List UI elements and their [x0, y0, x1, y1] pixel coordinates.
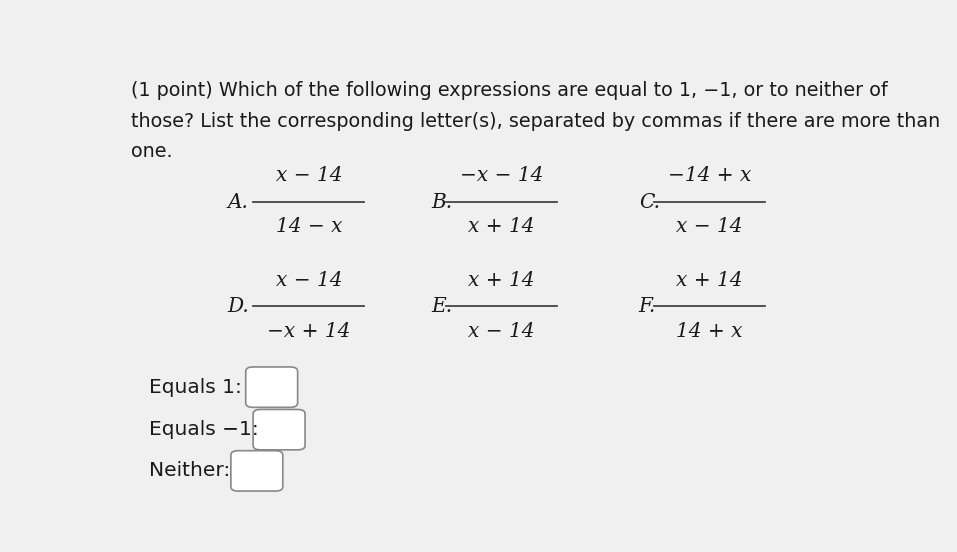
Text: B.: B.	[432, 193, 453, 212]
Text: one.: one.	[131, 142, 172, 161]
Text: −x − 14: −x − 14	[460, 166, 544, 185]
Text: 14 + x: 14 + x	[676, 321, 743, 341]
Text: C.: C.	[639, 193, 659, 212]
Text: D.: D.	[227, 297, 249, 316]
Text: Equals 1:: Equals 1:	[149, 378, 242, 397]
Text: those? List the corresponding letter(s), separated by commas if there are more t: those? List the corresponding letter(s),…	[131, 112, 940, 131]
Text: A.: A.	[227, 193, 248, 212]
Text: x + 14: x + 14	[676, 270, 743, 290]
Text: x − 14: x − 14	[676, 217, 743, 236]
Text: x − 14: x − 14	[468, 321, 535, 341]
Text: −14 + x: −14 + x	[668, 166, 751, 185]
Text: (1 point) Which of the following expressions are equal to 1, −1, or to neither o: (1 point) Which of the following express…	[131, 81, 887, 100]
Text: F.: F.	[639, 297, 657, 316]
Text: Equals −1:: Equals −1:	[149, 420, 259, 439]
Text: x + 14: x + 14	[468, 270, 535, 290]
Text: E.: E.	[432, 297, 453, 316]
FancyBboxPatch shape	[246, 367, 298, 407]
Text: −x + 14: −x + 14	[267, 321, 350, 341]
FancyBboxPatch shape	[231, 450, 283, 491]
Text: 14 − x: 14 − x	[276, 217, 342, 236]
Text: x + 14: x + 14	[468, 217, 535, 236]
Text: x − 14: x − 14	[276, 270, 342, 290]
FancyBboxPatch shape	[254, 410, 305, 450]
Text: x − 14: x − 14	[276, 166, 342, 185]
Text: Neither:: Neither:	[149, 461, 231, 480]
